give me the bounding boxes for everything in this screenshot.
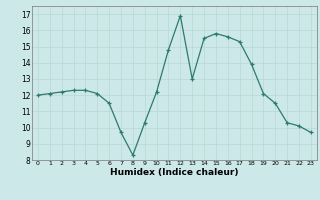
X-axis label: Humidex (Indice chaleur): Humidex (Indice chaleur) xyxy=(110,168,239,177)
